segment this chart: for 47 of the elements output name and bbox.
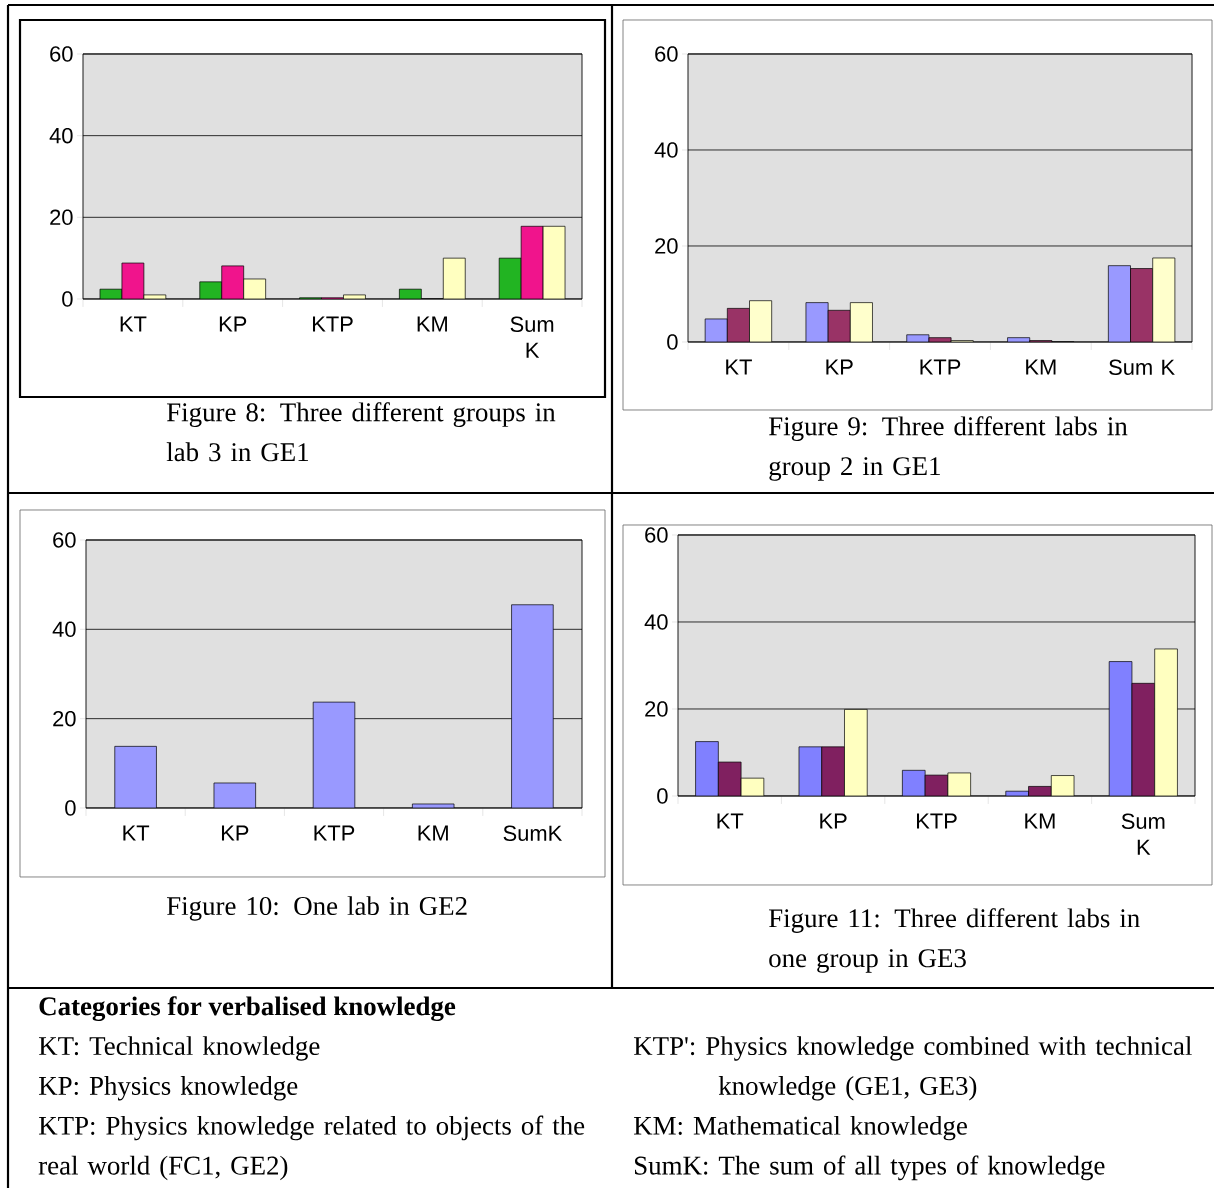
y-tick-label: 0 xyxy=(667,334,678,350)
y-tick-label: 60 xyxy=(645,527,668,543)
text: Figure 11: Three different labs in one group in GE3 xyxy=(768,908,1140,973)
x-tick-label: Sum K xyxy=(1109,359,1175,376)
x-tick-label: KT xyxy=(717,813,744,829)
text: Figure 10: One lab in GE2 xyxy=(166,896,467,921)
x-tick-label: KTP xyxy=(920,359,961,375)
x-tick-label: KT xyxy=(120,316,147,332)
y-tick-label: 0 xyxy=(657,788,668,804)
y-tick-label: 20 xyxy=(655,238,678,254)
x-tick-label: KM xyxy=(418,825,448,841)
x-tick-label: Sum K xyxy=(1121,813,1165,855)
x-tick-label: KM xyxy=(1025,813,1055,829)
x-tick-label: KP xyxy=(820,813,847,829)
y-tick-label: 0 xyxy=(62,291,73,307)
text: SumK: The sum of all types of knowledge xyxy=(635,1155,1105,1181)
y-tick-label: 40 xyxy=(52,621,76,638)
y-tick-label: 20 xyxy=(50,209,73,226)
x-tick-label: KTP xyxy=(917,813,957,829)
y-tick-label: 60 xyxy=(50,46,73,62)
text: KM: Mathematical knowledge xyxy=(633,1115,967,1141)
y-tick-label: 20 xyxy=(645,701,668,717)
x-tick-label: KM xyxy=(417,316,447,332)
x-tick-label: KT xyxy=(123,825,150,841)
y-tick-label: 0 xyxy=(65,800,76,816)
x-tick-label: KTP xyxy=(312,316,353,332)
text: KP: Physics knowledge xyxy=(38,1076,298,1101)
y-tick-label: 40 xyxy=(654,142,678,158)
x-tick-label: KP xyxy=(826,359,853,375)
text: KTP': Physics knowledge combined with technical knowledge (GE1, GE3) xyxy=(633,1036,1192,1101)
y-tick-label: 60 xyxy=(53,532,76,548)
x-tick-label: KM xyxy=(1026,359,1056,375)
x-tick-label: KT xyxy=(726,359,752,375)
text: Figure 8: Three different groups in lab 3 in GE1 xyxy=(166,402,556,462)
x-tick-label: KP xyxy=(219,316,247,332)
x-tick-label: KTP xyxy=(314,825,355,841)
y-tick-label: 40 xyxy=(49,127,73,144)
y-tick-label: 40 xyxy=(644,614,668,630)
text: Figure 9: Three different labs in group 2 in GE1 xyxy=(768,416,1128,481)
y-tick-label: 60 xyxy=(655,46,678,62)
x-tick-label: SumK xyxy=(503,825,562,842)
x-tick-label: Sum K xyxy=(510,316,554,358)
y-tick-label: 20 xyxy=(53,710,76,727)
text: Categories for verbalised knowledge xyxy=(39,996,456,1022)
text: KTP: Physics knowledge related to objects of the real world (FC1, GE2) xyxy=(38,1115,585,1181)
text: KT: Technical knowledge xyxy=(38,1036,320,1061)
x-tick-label: KP xyxy=(221,825,249,841)
